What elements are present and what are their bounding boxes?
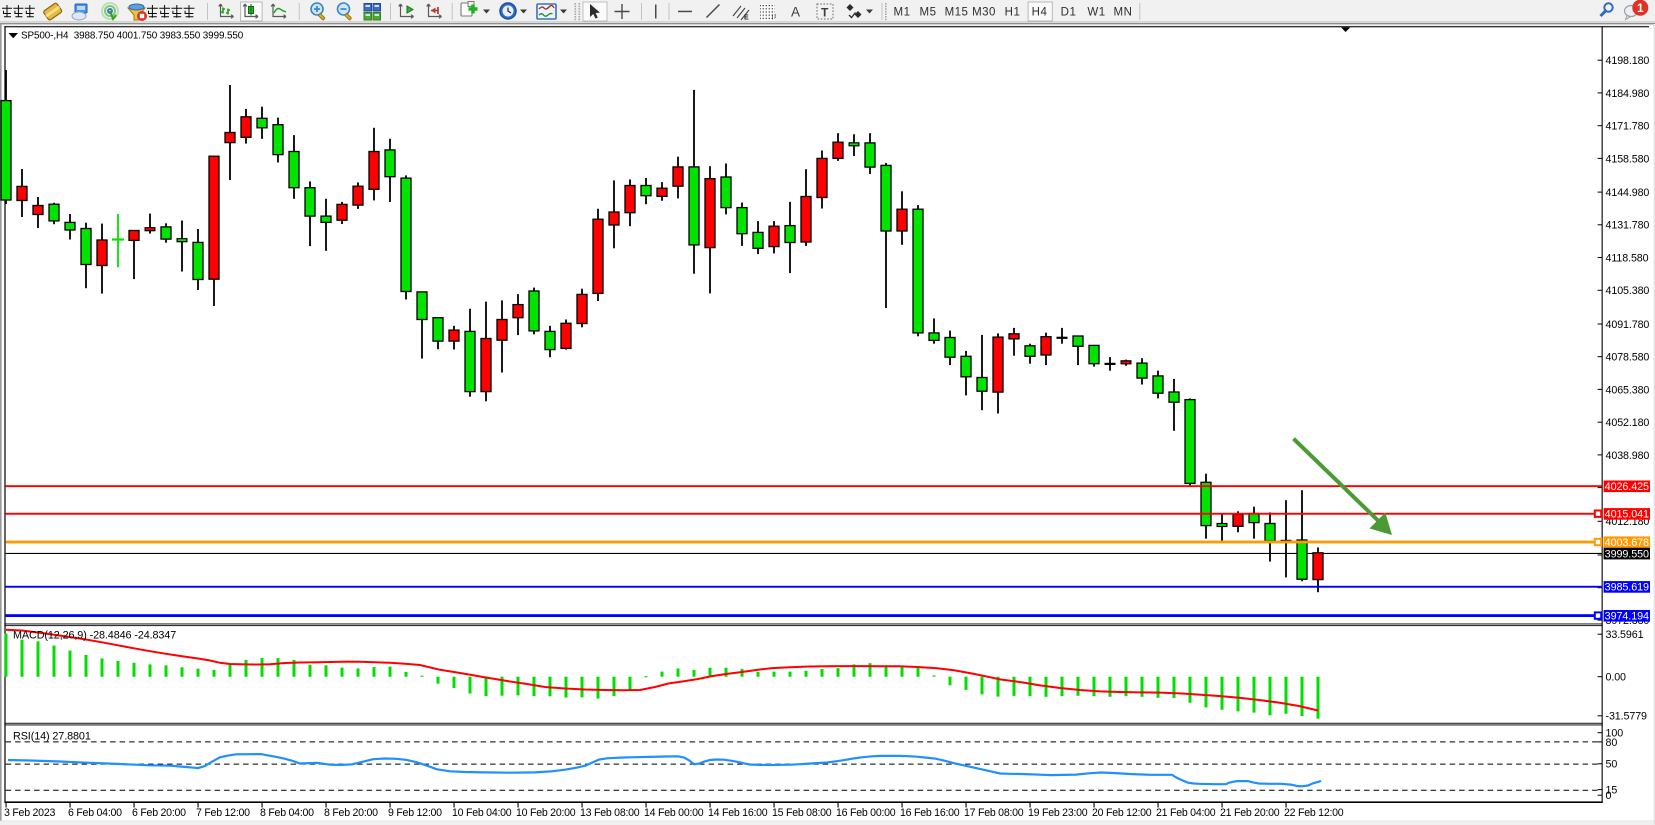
svg-text:19 Feb 23:00: 19 Feb 23:00 bbox=[1028, 807, 1088, 819]
svg-text:4198.180: 4198.180 bbox=[1606, 55, 1650, 67]
svg-text:4038.980: 4038.980 bbox=[1606, 450, 1650, 462]
svg-text:8 Feb 04:00: 8 Feb 04:00 bbox=[260, 807, 314, 819]
svg-text:D1: D1 bbox=[1061, 7, 1077, 19]
svg-text:6 Feb 20:00: 6 Feb 20:00 bbox=[132, 807, 186, 819]
svg-text:15 Feb 08:00: 15 Feb 08:00 bbox=[772, 807, 832, 819]
svg-text:4026.425: 4026.425 bbox=[1605, 481, 1649, 493]
svg-text:MACD(12,26,9) -28.4846 -24.834: MACD(12,26,9) -28.4846 -24.8347 bbox=[13, 630, 176, 642]
svg-text:4052.180: 4052.180 bbox=[1606, 417, 1650, 429]
svg-text:-31.5779: -31.5779 bbox=[1606, 711, 1648, 723]
svg-text:4078.580: 4078.580 bbox=[1606, 352, 1650, 364]
svg-text:9 Feb 12:00: 9 Feb 12:00 bbox=[388, 807, 442, 819]
svg-text:50: 50 bbox=[1606, 759, 1618, 771]
svg-text:16 Feb 00:00: 16 Feb 00:00 bbox=[836, 807, 896, 819]
svg-text:8 Feb 20:00: 8 Feb 20:00 bbox=[324, 807, 378, 819]
svg-text:H1: H1 bbox=[1005, 7, 1021, 19]
svg-text:14 Feb 00:00: 14 Feb 00:00 bbox=[644, 807, 704, 819]
svg-text:4131.780: 4131.780 bbox=[1606, 220, 1650, 232]
svg-text:21 Feb 20:00: 21 Feb 20:00 bbox=[1220, 807, 1280, 819]
svg-text:4118.580: 4118.580 bbox=[1606, 252, 1649, 264]
svg-text:4003.678: 4003.678 bbox=[1605, 537, 1649, 549]
svg-text:H4: H4 bbox=[1032, 7, 1048, 19]
svg-text:4171.780: 4171.780 bbox=[1606, 121, 1650, 133]
svg-text:15: 15 bbox=[1606, 785, 1618, 797]
svg-text:M15: M15 bbox=[945, 7, 969, 19]
svg-text:3974.194: 3974.194 bbox=[1605, 611, 1649, 623]
svg-text:1: 1 bbox=[1637, 1, 1644, 15]
svg-text:4144.980: 4144.980 bbox=[1606, 187, 1650, 199]
svg-text:0.00: 0.00 bbox=[1606, 672, 1627, 684]
svg-text:RSI(14) 27.8801: RSI(14) 27.8801 bbox=[13, 731, 91, 743]
svg-text:4105.380: 4105.380 bbox=[1606, 285, 1650, 297]
svg-text:M5: M5 bbox=[920, 7, 937, 19]
svg-text:4015.041: 4015.041 bbox=[1605, 509, 1649, 521]
svg-text:0: 0 bbox=[1606, 790, 1612, 802]
svg-text:14 Feb 16:00: 14 Feb 16:00 bbox=[708, 807, 768, 819]
svg-text:21 Feb 04:00: 21 Feb 04:00 bbox=[1156, 807, 1216, 819]
svg-text:SP500-,H4 3988.750 4001.750 3: SP500-,H4 3988.750 4001.750 3983.550 399… bbox=[21, 30, 244, 41]
svg-text:10 Feb 20:00: 10 Feb 20:00 bbox=[516, 807, 576, 819]
svg-text:M30: M30 bbox=[972, 7, 996, 19]
svg-text:100: 100 bbox=[1606, 728, 1624, 740]
svg-text:3999.550: 3999.550 bbox=[1605, 548, 1649, 560]
svg-text:17 Feb 08:00: 17 Feb 08:00 bbox=[964, 807, 1024, 819]
svg-text:4158.580: 4158.580 bbox=[1606, 153, 1650, 165]
svg-text:7 Feb 12:00: 7 Feb 12:00 bbox=[196, 807, 250, 819]
svg-text:MN: MN bbox=[1114, 7, 1133, 19]
svg-text:4184.980: 4184.980 bbox=[1606, 88, 1650, 100]
svg-text:6 Feb 04:00: 6 Feb 04:00 bbox=[68, 807, 122, 819]
svg-text:22 Feb 12:00: 22 Feb 12:00 bbox=[1284, 807, 1344, 819]
svg-text:13 Feb 08:00: 13 Feb 08:00 bbox=[580, 807, 640, 819]
svg-text:4065.380: 4065.380 bbox=[1606, 384, 1650, 396]
svg-text:W1: W1 bbox=[1087, 7, 1105, 19]
svg-text:E: E bbox=[744, 15, 749, 22]
svg-text:3 Feb 2023: 3 Feb 2023 bbox=[4, 807, 55, 819]
svg-text:4091.780: 4091.780 bbox=[1606, 319, 1650, 331]
svg-text:10 Feb 04:00: 10 Feb 04:00 bbox=[452, 807, 512, 819]
svg-text:A: A bbox=[791, 5, 800, 20]
svg-text:80: 80 bbox=[1606, 737, 1618, 749]
svg-text:T: T bbox=[821, 6, 829, 20]
svg-text:3985.619: 3985.619 bbox=[1605, 582, 1649, 594]
svg-text:M1: M1 bbox=[894, 7, 911, 19]
svg-text:16 Feb 16:00: 16 Feb 16:00 bbox=[900, 807, 960, 819]
svg-text:20 Feb 12:00: 20 Feb 12:00 bbox=[1092, 807, 1152, 819]
svg-text:33.5961: 33.5961 bbox=[1606, 629, 1644, 641]
